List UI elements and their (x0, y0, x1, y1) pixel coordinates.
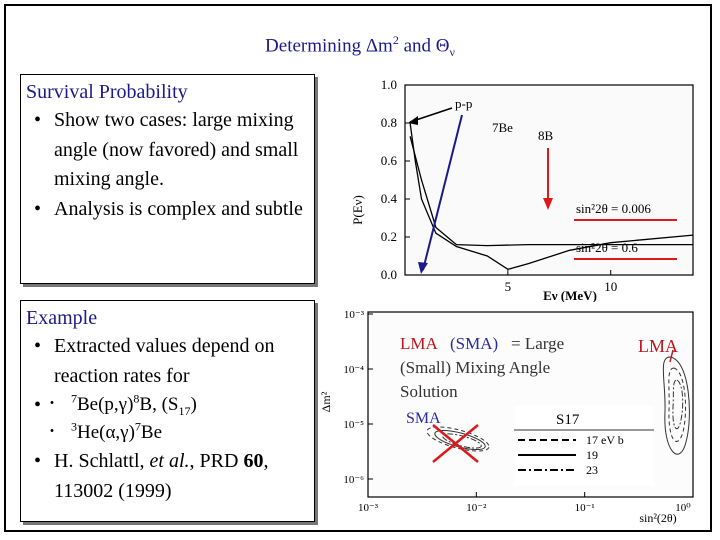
annotation-8b: 8B (538, 128, 554, 143)
legend-entry: 17 eV b (586, 433, 624, 447)
slide-frame (4, 4, 712, 532)
annotation-pp: p-p (455, 96, 472, 111)
sma-cross (432, 424, 479, 463)
annotation-lma-right: LMA (638, 336, 678, 356)
lma-contours (662, 356, 690, 455)
mixing-y-label: Δm² (319, 391, 333, 412)
reaction-item: 7Be(p,γ)8B, (S17) (21, 391, 314, 419)
survival-x-tick-label: 5 (505, 279, 512, 294)
survival-x-ticks: 5 10 (505, 270, 617, 294)
mixing-y-ticks: 10⁻³ 10⁻⁴ 10⁻⁵ 10⁻⁶ (343, 309, 373, 486)
survival-bullets: Show two cases: large mixing angle (now … (21, 106, 314, 224)
blue-arrow (422, 114, 463, 271)
survival-probability-box: Survival Probability Show two cases: lar… (20, 74, 315, 284)
legend-title: S17 (556, 412, 580, 428)
label-small-angle: sin²2θ = 0.006 (576, 201, 651, 216)
red-arrow-head (543, 198, 553, 210)
mixing-x-label: sin²(2θ) (639, 511, 676, 525)
survival-x-tick-label: 10 (604, 279, 617, 294)
survival-y-tick-label: 0.6 (381, 153, 398, 168)
annotation-mixing-angle: (Small) Mixing Angle (400, 358, 550, 377)
label-large-angle: sin²2θ = 0.6 (576, 240, 638, 255)
legend-entry: 23 (586, 463, 598, 477)
survival-y-label: P(Eν) (350, 195, 365, 225)
reaction-list: 7Be(p,γ)8B, (S17) 3He(α,γ)7Be (21, 391, 314, 447)
survival-y-tick-label: 0.0 (381, 267, 397, 282)
survival-bullet: Analysis is complex and subtle (21, 195, 314, 225)
survival-heading: Survival Probability (26, 81, 188, 103)
survival-x-label: Eν (MeV) (543, 288, 597, 303)
mixing-x-tick-label: 10⁻³ (358, 502, 379, 514)
reaction-item: 3He(α,γ)7Be (21, 419, 314, 447)
mixing-y-tick-label: 10⁻⁴ (343, 364, 364, 376)
slide-title: Determining Δm2 and Θν (265, 33, 455, 60)
survival-curves (409, 122, 694, 271)
annotation-sma-paren: (SMA) (450, 334, 498, 353)
annotation-solution: Solution (400, 382, 458, 401)
example-bullet: Extracted values depend on reaction rate… (21, 332, 314, 391)
mixing-angle-plot: 10⁻³ 10⁻⁴ 10⁻⁵ 10⁻⁶ 10⁻³ 10⁻² 10⁻¹ 10⁰ Δm² sin… (318, 302, 708, 527)
mixing-y-tick-label: 10⁻⁵ (343, 419, 364, 431)
mixing-x-tick-label: 10⁻¹ (575, 502, 595, 514)
survival-y-tick-label: 0.2 (381, 229, 397, 244)
survival-y-tick-label: 1.0 (381, 77, 397, 92)
reference-bullet: H. Schlattl, et al., PRD 60, 113002 (199… (21, 447, 314, 506)
annotation-7be: 7Be (492, 120, 513, 135)
mixing-x-tick-label: 10⁰ (675, 502, 691, 514)
example-heading: Example (26, 307, 98, 329)
mixing-y-tick-label: 10⁻³ (344, 309, 365, 321)
blue-arrow-head (418, 262, 428, 274)
survival-y-ticks: 0.0 0.2 0.4 0.6 0.8 1.0 (381, 77, 410, 282)
mixing-legend: S17 17 eV b 19 23 (514, 406, 654, 486)
mixing-y-tick-label: 10⁻⁶ (343, 474, 364, 486)
pp-arrow-head (408, 116, 418, 125)
example-box: Example Extracted values depend on react… (20, 300, 315, 522)
annotation-large: = Large (511, 334, 564, 353)
survival-probability-plot: 0.0 0.2 0.4 0.6 0.8 1.0 5 10 P(Eν) Eν (MeV) p-… (330, 70, 700, 305)
legend-entry: 19 (586, 448, 598, 462)
survival-y-tick-label: 0.4 (381, 191, 398, 206)
example-bullets: Extracted values depend on reaction rate… (21, 332, 314, 506)
survival-curve (409, 122, 694, 271)
survival-bullet: Show two cases: large mixing angle (now … (21, 106, 314, 195)
lma-arrow (669, 349, 674, 363)
mixing-x-tick-label: 10⁻² (466, 502, 487, 514)
annotation-lma: LMA (400, 334, 439, 353)
survival-y-tick-label: 0.8 (381, 115, 397, 130)
mixing-x-ticks: 10⁻³ 10⁻² 10⁻¹ 10⁰ (358, 492, 694, 514)
annotation-sma: SMA (406, 410, 441, 427)
